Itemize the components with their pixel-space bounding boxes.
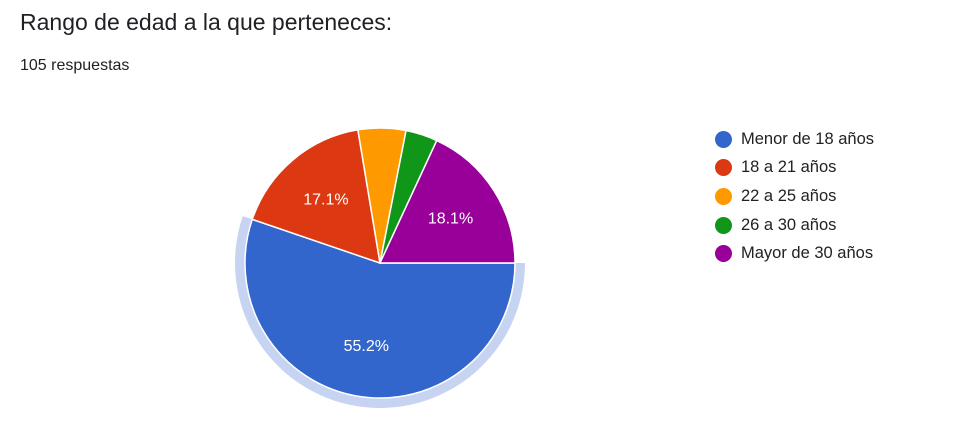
- legend-label: 18 a 21 años: [741, 158, 837, 177]
- legend-swatch: [715, 187, 732, 205]
- legend-label: Mayor de 30 años: [741, 244, 874, 263]
- legend-label: 22 a 25 años: [741, 186, 837, 205]
- pie-slice-1[interactable]: [251, 128, 381, 265]
- legend-label: Menor de 18 años: [741, 129, 875, 148]
- legend-label: 26 a 30 años: [741, 215, 837, 234]
- pie-slice-0[interactable]: [244, 218, 516, 399]
- slice-data-label: 18.1%: [428, 210, 473, 227]
- chart-legend: Menor de 18 años 18 a 21 años 22 a 25 años…: [715, 125, 874, 268]
- legend-item[interactable]: Mayor de 30 años: [715, 239, 874, 268]
- legend-item[interactable]: Menor de 18 años: [715, 125, 874, 154]
- legend-swatch: [715, 159, 732, 177]
- legend-item[interactable]: 18 a 21 años: [715, 154, 874, 183]
- pie-slice-4[interactable]: [378, 139, 516, 264]
- response-count: 105 respuestas: [20, 57, 130, 74]
- slice-data-label: 17.1%: [303, 192, 348, 209]
- legend-swatch: [715, 216, 732, 234]
- legend-item[interactable]: 22 a 25 años: [715, 182, 874, 211]
- chart-title: Rango de edad a la que perteneces:: [20, 9, 393, 35]
- legend-swatch: [715, 245, 732, 263]
- legend-item[interactable]: 26 a 30 años: [715, 211, 874, 240]
- legend-swatch: [715, 130, 732, 148]
- slice-data-label: 55.2%: [344, 338, 389, 355]
